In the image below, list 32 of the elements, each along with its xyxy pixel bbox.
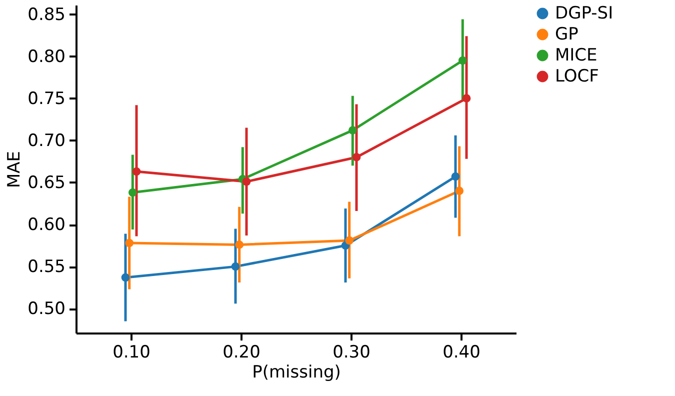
y-tick-label: 0.55 [28, 257, 66, 278]
point [345, 236, 354, 245]
point [235, 240, 244, 249]
y-axis-title: MAE [4, 150, 25, 188]
point [348, 126, 357, 134]
y-tick-label: 0.60 [28, 215, 66, 236]
x-tick-label: 0.20 [222, 342, 260, 362]
y-tick-label: 0.80 [28, 46, 66, 67]
legend-label: DGP-SI [555, 4, 614, 24]
x-tick-label: 0.40 [442, 342, 480, 362]
point [121, 273, 130, 282]
y-tick-label: 0.70 [28, 130, 66, 151]
x-tick-label: 0.30 [332, 342, 370, 362]
point [455, 186, 464, 196]
point [231, 262, 240, 271]
point [451, 172, 460, 181]
y-tick-label: 0.75 [28, 88, 66, 109]
y-tick-label: 0.85 [28, 4, 66, 25]
point [128, 188, 137, 197]
point [352, 153, 361, 162]
legend-label: MICE [555, 46, 598, 66]
point [458, 56, 467, 65]
point [462, 94, 471, 103]
legend-label: GP [555, 24, 578, 44]
x-tick-label: 0.10 [112, 342, 150, 362]
legend-label: LOCF [555, 66, 599, 86]
y-tick-label: 0.65 [28, 172, 66, 193]
point [132, 167, 141, 176]
point [125, 238, 134, 248]
y-tick-label: 0.50 [28, 299, 66, 320]
x-axis-title: P(missing) [252, 362, 341, 382]
point [242, 177, 251, 186]
